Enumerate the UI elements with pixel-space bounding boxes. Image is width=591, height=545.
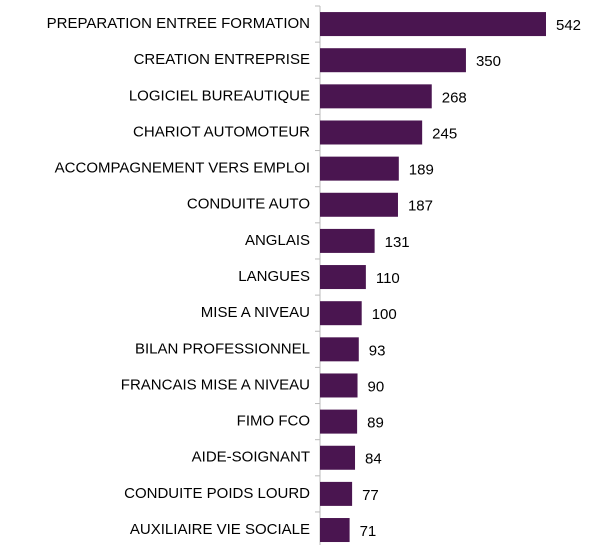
bar [320,84,432,109]
category-label: FRANCAIS MISE A NIVEAU [121,376,310,393]
value-label: 131 [385,234,410,251]
category-label: CHARIOT AUTOMOTEUR [133,123,310,140]
value-label: 110 [376,270,400,287]
bar [320,301,362,326]
category-label: CONDUITE POIDS LOURD [124,485,310,502]
category-label: ACCOMPAGNEMENT VERS EMPLOI [55,160,310,177]
category-label: ANGLAIS [245,232,310,249]
category-label: PREPARATION ENTREE FORMATION [47,15,310,32]
bar [320,228,375,253]
value-label: 90 [368,378,385,395]
category-label: LOGICIEL BUREAUTIQUE [129,87,310,104]
value-label: 71 [360,523,377,540]
bar [320,12,546,37]
category-label: AIDE-SOIGNANT [192,449,310,466]
value-label: 245 [432,125,457,142]
bar [320,481,353,506]
value-label: 542 [556,17,581,34]
value-label: 187 [408,198,433,215]
value-label: 84 [365,451,382,468]
bar [320,120,423,145]
category-label: FIMO FCO [237,413,310,430]
bar [320,445,356,470]
bar [320,409,358,434]
bar [320,192,398,217]
value-label: 268 [442,89,467,106]
category-label: BILAN PROFESSIONNEL [135,340,310,357]
value-label: 77 [362,487,379,504]
bar [320,518,350,543]
bar [320,373,358,398]
value-label: 93 [369,342,386,359]
category-label: MISE A NIVEAU [201,304,310,321]
value-label: 89 [367,415,384,432]
bar [320,265,366,290]
category-label: CONDUITE AUTO [187,196,310,213]
value-label: 350 [476,53,501,70]
bar [320,48,466,73]
category-label: CREATION ENTREPRISE [134,51,310,68]
value-label: 189 [409,162,434,179]
bar [320,337,359,362]
value-label: 100 [372,306,397,323]
category-label: AUXILIAIRE VIE SOCIALE [130,521,310,538]
category-label: LANGUES [238,268,310,285]
bar [320,156,399,181]
